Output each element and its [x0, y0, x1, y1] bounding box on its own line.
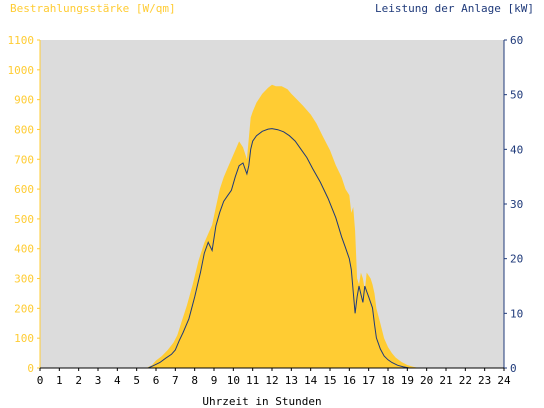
ticks-group: 0100200300400500600700800900100011000102…	[8, 34, 524, 387]
right-axis-tick-label: 10	[510, 307, 523, 320]
x-axis-tick-label: 10	[227, 374, 240, 387]
x-axis-tick-label: 20	[420, 374, 433, 387]
right-axis-title: Leistung der Anlage [kW]	[375, 2, 534, 15]
x-axis-tick-label: 5	[133, 374, 140, 387]
x-axis-tick-label: 1	[56, 374, 63, 387]
power-line	[40, 128, 504, 369]
left-axis-tick-label: 1100	[8, 34, 35, 47]
right-axis-tick-label: 0	[510, 362, 517, 375]
x-axis-tick-label: 22	[459, 374, 472, 387]
right-axis-tick-label: 60	[510, 34, 523, 47]
x-axis-tick-label: 7	[172, 374, 179, 387]
right-axis-tick-label: 40	[510, 143, 523, 156]
x-axis-tick-label: 17	[362, 374, 375, 387]
x-axis-tick-label: 12	[265, 374, 278, 387]
x-axis-tick-label: 8	[191, 374, 198, 387]
left-axis-tick-label: 600	[14, 183, 34, 196]
x-axis-tick-label: 9	[211, 374, 218, 387]
x-axis-label: Uhrzeit in Stunden	[202, 395, 321, 408]
right-axis-tick-label: 50	[510, 89, 523, 102]
left-axis-tick-label: 900	[14, 94, 34, 107]
left-axis-tick-label: 500	[14, 213, 34, 226]
x-axis-tick-label: 21	[439, 374, 452, 387]
left-axis-title: Bestrahlungsstärke [W/qm]	[10, 2, 176, 15]
x-axis-tick-label: 4	[114, 374, 121, 387]
x-axis-tick-label: 6	[153, 374, 160, 387]
left-axis-tick-label: 400	[14, 243, 34, 256]
x-axis-tick-label: 0	[37, 374, 44, 387]
left-axis-tick-label: 200	[14, 302, 34, 315]
x-axis-tick-label: 16	[343, 374, 356, 387]
x-axis-tick-label: 15	[323, 374, 336, 387]
left-axis-tick-label: 100	[14, 332, 34, 345]
x-axis-tick-label: 2	[75, 374, 82, 387]
right-axis-tick-label: 30	[510, 198, 523, 211]
x-axis-tick-label: 14	[304, 374, 318, 387]
x-axis-tick-label: 13	[285, 374, 298, 387]
left-axis-tick-label: 300	[14, 273, 34, 286]
left-axis-tick-label: 1000	[8, 64, 35, 77]
x-axis-tick-label: 24	[497, 374, 511, 387]
x-axis-tick-label: 19	[401, 374, 414, 387]
left-axis-tick-label: 800	[14, 123, 34, 136]
right-axis-tick-label: 20	[510, 253, 523, 266]
x-axis-tick-label: 23	[478, 374, 491, 387]
x-axis-tick-label: 11	[246, 374, 259, 387]
left-axis-tick-label: 0	[27, 362, 34, 375]
x-axis-tick-label: 3	[95, 374, 102, 387]
x-axis-tick-label: 18	[381, 374, 394, 387]
irradiance-area	[40, 84, 504, 368]
left-axis-tick-label: 700	[14, 153, 34, 166]
